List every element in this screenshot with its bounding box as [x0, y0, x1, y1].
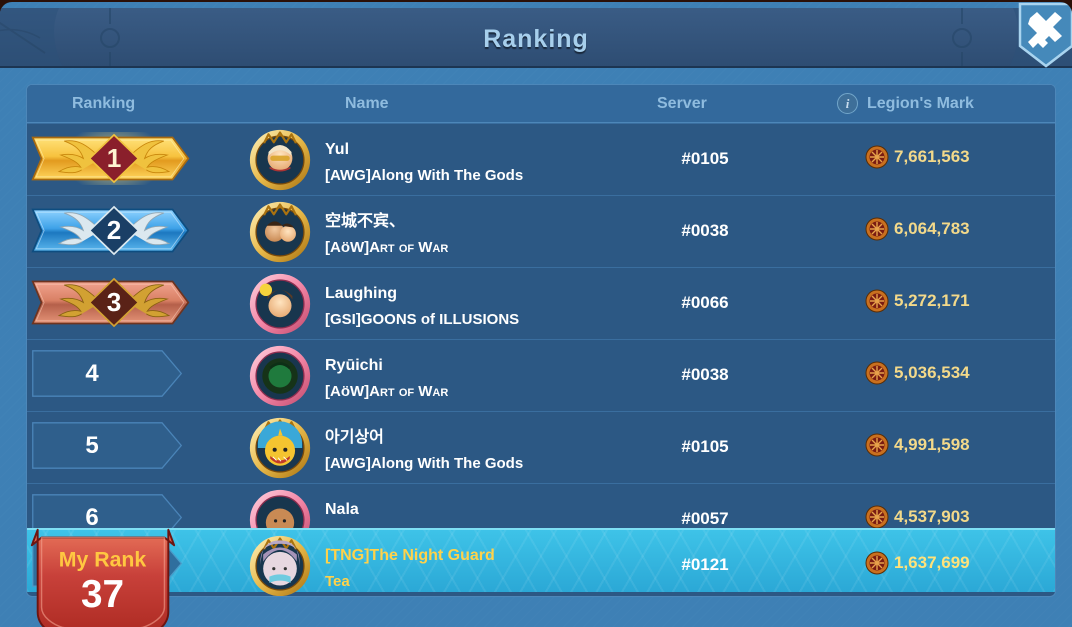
svg-text:2: 2: [107, 215, 122, 245]
svg-text:37: 37: [81, 573, 124, 616]
svg-text:1: 1: [107, 143, 122, 173]
svg-text:My Rank: My Rank: [59, 548, 147, 572]
svg-text:3: 3: [107, 287, 122, 317]
